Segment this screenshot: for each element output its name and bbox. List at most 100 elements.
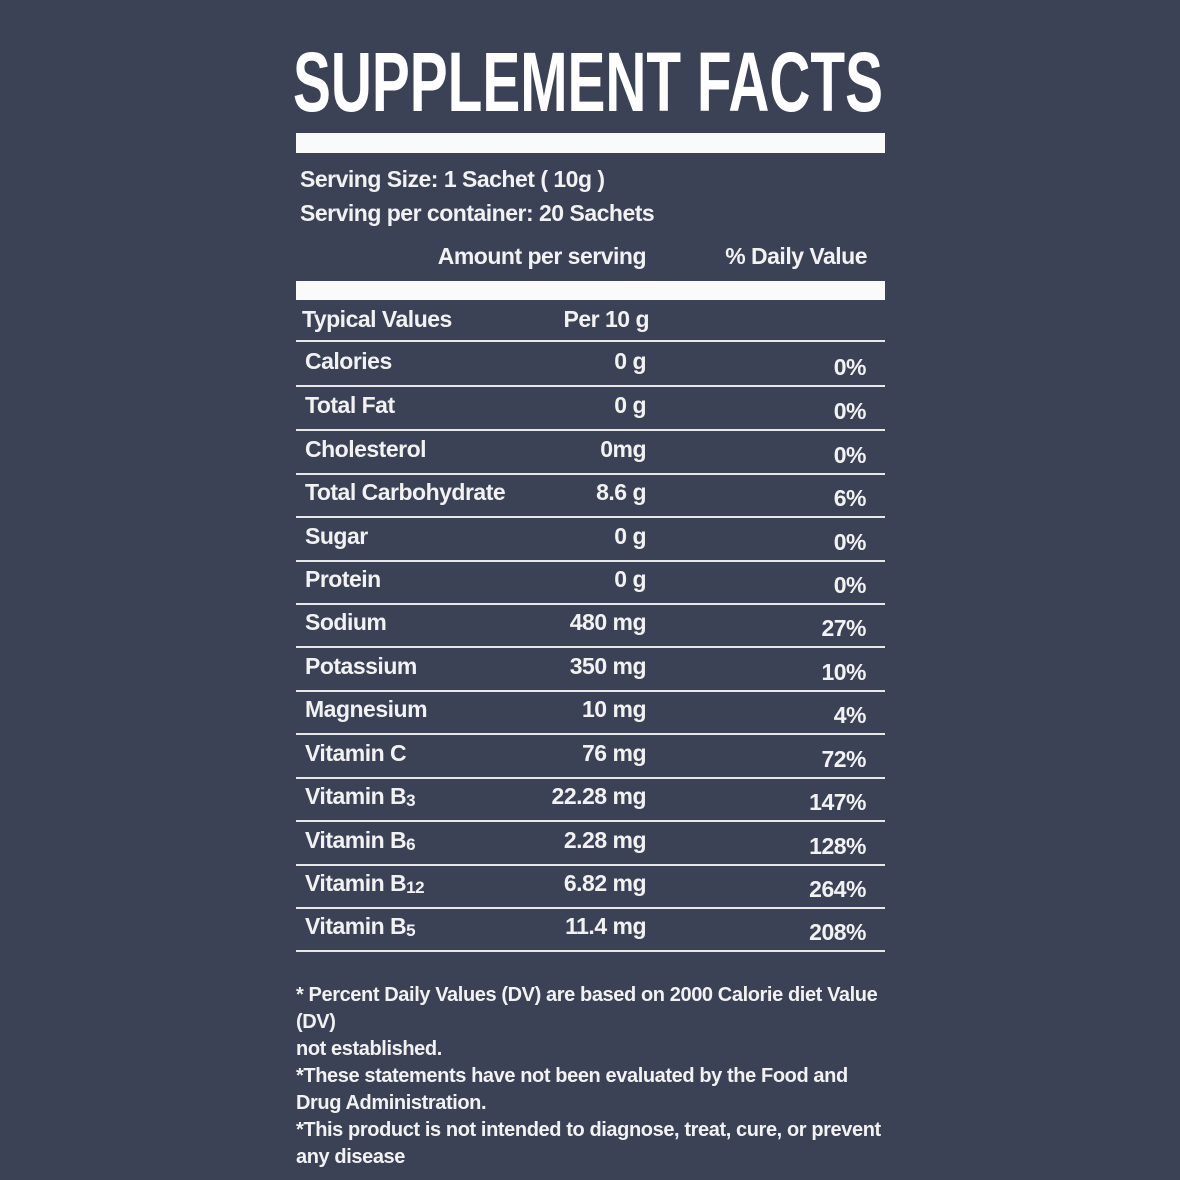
nutrient-dv: 72% [821, 746, 866, 772]
table-row: Vitamin B5 11.4 mg 208% [296, 907, 885, 950]
table-row: Vitamin C 76 mg 72% [296, 734, 885, 777]
row-rule [296, 340, 885, 342]
nutrient-name: Cholesterol [305, 436, 427, 463]
nutrient-dv: 4% [833, 702, 867, 728]
row-rule [296, 864, 885, 866]
dv-header: % Daily Value [725, 243, 867, 269]
nutrient-name: Vitamin B6 [305, 827, 416, 854]
nutrient-name: Sodium [305, 609, 387, 636]
nutrient-dv: 0% [833, 529, 867, 555]
nutrient-name: Potassium [305, 653, 417, 680]
nutrient-subscript: 6 [406, 835, 416, 854]
table-header-amount: Per 10 g [563, 306, 650, 332]
nutrient-dv: 6% [833, 485, 867, 511]
nutrient-name-text: Sodium [305, 609, 387, 635]
nutrient-name-text: Magnesium [305, 696, 428, 722]
nutrient-name-text: Vitamin C [305, 740, 407, 766]
nutrient-name: Vitamin B3 [305, 783, 416, 810]
table-row: Total Fat 0 g 0% [296, 386, 885, 429]
nutrient-subscript: 3 [406, 791, 416, 810]
table-row: Vitamin B12 6.82 mg 264% [296, 864, 885, 907]
nutrient-amount: 76 mg [582, 740, 646, 766]
table-row: Vitamin B6 2.28 mg 128% [296, 821, 885, 864]
nutrient-amount: 8.6 g [596, 479, 646, 505]
nutrient-amount: 6.82 mg [563, 870, 647, 896]
nutrient-dv: 27% [821, 615, 866, 641]
notes: * Percent Daily Values (DV) are based on… [296, 982, 888, 1171]
nutrient-amount: 0 g [614, 348, 646, 374]
nutrient-dv: 264% [809, 876, 866, 902]
nutrient-dv: 10% [821, 659, 866, 685]
table-row: Calories 0 g 0% [296, 342, 885, 385]
table-row: Cholesterol 0mg 0% [296, 430, 885, 473]
table-row: Sugar 0 g 0% [296, 517, 885, 560]
table-row: Protein 0 g 0% [296, 560, 885, 603]
note: *This product is not intended to diagnos… [296, 1119, 881, 1168]
nutrient-amount: 0mg [600, 436, 646, 462]
nutrient-name: Vitamin B5 [305, 913, 416, 940]
nutrient-name-text: Vitamin B [305, 913, 407, 939]
table-row: Vitamin B3 22.28 mg 147% [296, 777, 885, 820]
row-rule [296, 473, 885, 475]
nutrient-dv: 208% [809, 919, 866, 945]
nutrient-amount: 480 mg [569, 609, 647, 635]
row-rule [296, 777, 885, 779]
nutrient-name-text: Vitamin B [305, 827, 407, 853]
nutrient-name: Sugar [305, 523, 368, 550]
nutrient-amount: 350 mg [569, 653, 647, 679]
nutrient-name: Total Fat [305, 392, 395, 419]
nutrient-subscript: 5 [406, 921, 416, 940]
table-row: Total Carbohydrate 8.6 g 6% [296, 473, 885, 516]
title-svg: SUPPLEMENT FACTS [293, 38, 883, 118]
row-rule [296, 603, 885, 605]
row-rule [296, 646, 885, 648]
nutrient-name-text: Calories [305, 348, 392, 374]
nutrient-amount: 0 g [614, 392, 646, 418]
amount-header: Amount per serving [437, 243, 647, 269]
table-row: Magnesium 10 mg 4% [296, 690, 885, 733]
row-rule [296, 950, 885, 952]
nutrient-name: Vitamin B12 [305, 870, 425, 897]
nutrient-name: Total Carbohydrate [305, 479, 506, 506]
title: SUPPLEMENT FACTS [293, 38, 883, 118]
row-rule [296, 690, 885, 692]
serving-size: Serving Size: 1 Sachet ( 10g ) [300, 166, 605, 192]
nutrient-amount: 22.28 mg [551, 783, 647, 809]
nutrient-amount: 0 g [614, 566, 646, 592]
nutrient-name: Vitamin C [305, 740, 407, 767]
note: *These statements have not been evaluate… [296, 1065, 848, 1114]
nutrient-name-text: Sugar [305, 523, 368, 549]
row-rule [296, 820, 885, 822]
nutrient-name-text: Cholesterol [305, 436, 427, 462]
nutrient-dv: 0% [833, 572, 867, 598]
nutrient-amount: 0 g [614, 523, 646, 549]
nutrient-dv: 0% [833, 442, 867, 468]
row-rule [296, 385, 885, 387]
thick-bar [296, 281, 885, 300]
row-rule [296, 907, 885, 909]
nutrient-amount: 10 mg [582, 696, 646, 722]
note: not established. [296, 1038, 442, 1060]
nutrient-name-text: Vitamin B [305, 870, 407, 896]
nutrient-name-text: Potassium [305, 653, 417, 679]
nutrient-name-text: Protein [305, 566, 381, 592]
nutrient-dv: 0% [833, 398, 867, 424]
nutrient-name-text: Vitamin B [305, 783, 407, 809]
table-header-name: Typical Values [302, 306, 452, 332]
table-row: Potassium 350 mg 10% [296, 647, 885, 690]
nutrient-amount: 11.4 mg [565, 913, 646, 939]
thick-bar [296, 133, 885, 153]
nutrient-amount: 2.28 mg [563, 827, 647, 853]
row-rule [296, 429, 885, 431]
table-row: Sodium 480 mg 27% [296, 603, 885, 646]
nutrient-name-text: Total Fat [305, 392, 395, 418]
nutrient-dv: 147% [809, 789, 866, 815]
servings-per-container: Serving per container: 20 Sachets [300, 200, 655, 226]
nutrient-name: Protein [305, 566, 381, 593]
nutrient-subscript: 12 [406, 878, 425, 897]
note: * Percent Daily Values (DV) are based on… [296, 984, 878, 1033]
row-rule [296, 516, 885, 518]
row-rule [296, 733, 885, 735]
nutrient-dv: 0% [833, 354, 867, 380]
